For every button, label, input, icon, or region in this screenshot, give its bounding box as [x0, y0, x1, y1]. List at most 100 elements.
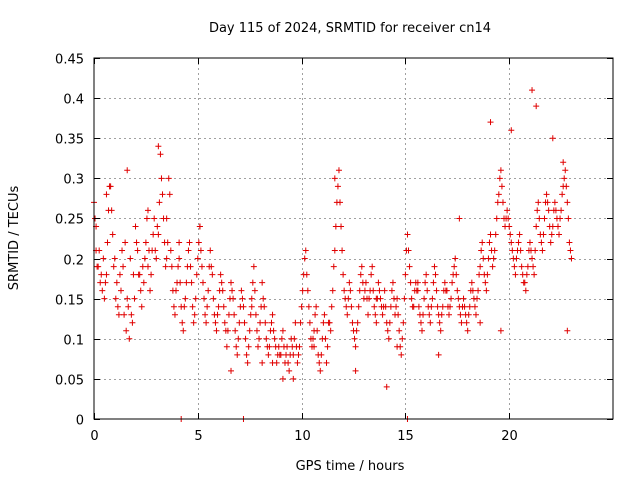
data-point [346, 279, 353, 286]
data-point [442, 287, 449, 294]
data-point [157, 151, 164, 158]
data-point [373, 295, 380, 302]
data-point [314, 327, 321, 334]
data-point [221, 319, 228, 326]
data-point [383, 383, 390, 390]
data-point [516, 231, 523, 238]
x-tick-label: 10 [294, 429, 311, 444]
data-point [368, 271, 375, 278]
data-point [245, 343, 252, 350]
data-point [474, 295, 481, 302]
data-point [218, 279, 225, 286]
data-point [188, 279, 195, 286]
data-point [239, 295, 246, 302]
data-point [123, 327, 130, 334]
data-point [400, 319, 407, 326]
data-point [323, 359, 330, 366]
data-point [173, 287, 180, 294]
data-point [175, 263, 182, 270]
data-point [317, 367, 324, 374]
data-point [269, 359, 276, 366]
data-point [126, 335, 133, 342]
data-point [165, 175, 172, 182]
data-point [272, 343, 279, 350]
data-point [529, 255, 536, 262]
data-point [244, 359, 251, 366]
data-point [512, 271, 519, 278]
data-point [231, 311, 238, 318]
data-point [361, 287, 368, 294]
data-point [477, 263, 484, 270]
data-point [291, 335, 298, 342]
data-point [338, 223, 345, 230]
y-axis-label: SRMTID / TECUs [7, 186, 22, 291]
data-point [140, 279, 147, 286]
data-point [476, 271, 483, 278]
data-point [401, 295, 408, 302]
data-point [365, 311, 372, 318]
data-point [564, 199, 571, 206]
data-point [255, 343, 262, 350]
data-point [408, 295, 415, 302]
data-point [534, 207, 541, 214]
data-point [461, 303, 468, 310]
data-point [160, 215, 167, 222]
data-point [437, 327, 444, 334]
data-point [331, 247, 338, 254]
data-point [511, 263, 518, 270]
data-point [322, 335, 329, 342]
data-point [428, 303, 435, 310]
data-point [464, 327, 471, 334]
data-point [208, 263, 215, 270]
y-tick-label: 0.1 [63, 334, 84, 349]
data-point [390, 295, 397, 302]
data-point [565, 215, 572, 222]
data-point [287, 351, 294, 358]
data-point [243, 351, 250, 358]
data-point [130, 271, 137, 278]
data-point [250, 263, 257, 270]
data-point [524, 263, 531, 270]
data-point [111, 255, 118, 262]
data-point [129, 319, 136, 326]
data-point [349, 319, 356, 326]
data-point [454, 287, 461, 294]
data-point [128, 311, 135, 318]
data-point [286, 367, 293, 374]
data-point [120, 263, 127, 270]
data-point [133, 239, 140, 246]
data-point [513, 255, 520, 262]
data-point [563, 183, 570, 190]
data-point [387, 303, 394, 310]
data-point [191, 311, 198, 318]
data-point [533, 103, 540, 110]
data-point [242, 335, 249, 342]
data-point [477, 319, 484, 326]
data-point [205, 287, 212, 294]
axes: 0 0.05 0.1 0.15 0.2 0.25 0.3 0.35 0.4 0.45 0 5 10 15 2… [55, 53, 613, 444]
data-point [543, 191, 550, 198]
data-point [180, 327, 187, 334]
data-point [329, 287, 336, 294]
data-point [448, 295, 455, 302]
data-point [552, 207, 559, 214]
data-point [406, 263, 413, 270]
data-point [485, 255, 492, 262]
data-point [506, 223, 513, 230]
data-point [269, 311, 276, 318]
data-point [256, 335, 263, 342]
data-point [100, 255, 107, 262]
x-tick-label: 5 [194, 429, 202, 444]
data-point [523, 271, 530, 278]
data-point [395, 311, 402, 318]
data-point [303, 271, 310, 278]
data-point [135, 271, 142, 278]
data-point [318, 351, 325, 358]
data-point [430, 279, 437, 286]
data-point [96, 247, 103, 254]
data-point [238, 287, 245, 294]
data-point [490, 255, 497, 262]
data-point [320, 319, 327, 326]
data-point [339, 247, 346, 254]
data-point [438, 311, 445, 318]
